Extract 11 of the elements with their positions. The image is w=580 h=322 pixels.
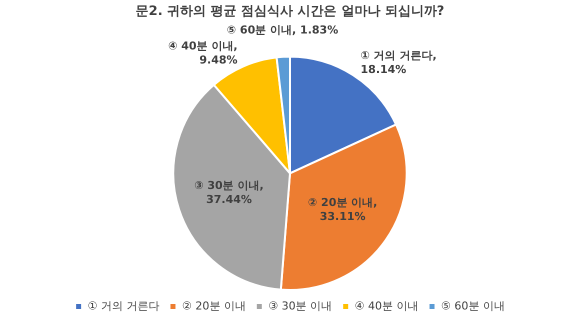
data-label: ① 거의 거른다, 18.14%: [360, 49, 437, 76]
data-label: ③ 30분 이내, 37.44%: [194, 179, 264, 206]
legend-label: ③ 30분 이내: [268, 299, 332, 312]
data-label: ④ 40분 이내, 9.48%: [168, 39, 238, 66]
legend-label: ④ 40분 이내: [354, 299, 419, 312]
legend-label: ① 거의 거른다: [88, 299, 160, 312]
legend-label: ② 20분 이내: [182, 299, 246, 312]
chart-title: 문2. 귀하의 평균 점심식사 시간은 얼마나 되십니까?: [136, 4, 444, 20]
legend-label: ⑤ 60분 이내: [441, 299, 505, 312]
data-label: ⑤ 60분 이내, 1.83%: [226, 24, 338, 37]
data-label: ② 20분 이내, 33.11%: [308, 196, 378, 223]
